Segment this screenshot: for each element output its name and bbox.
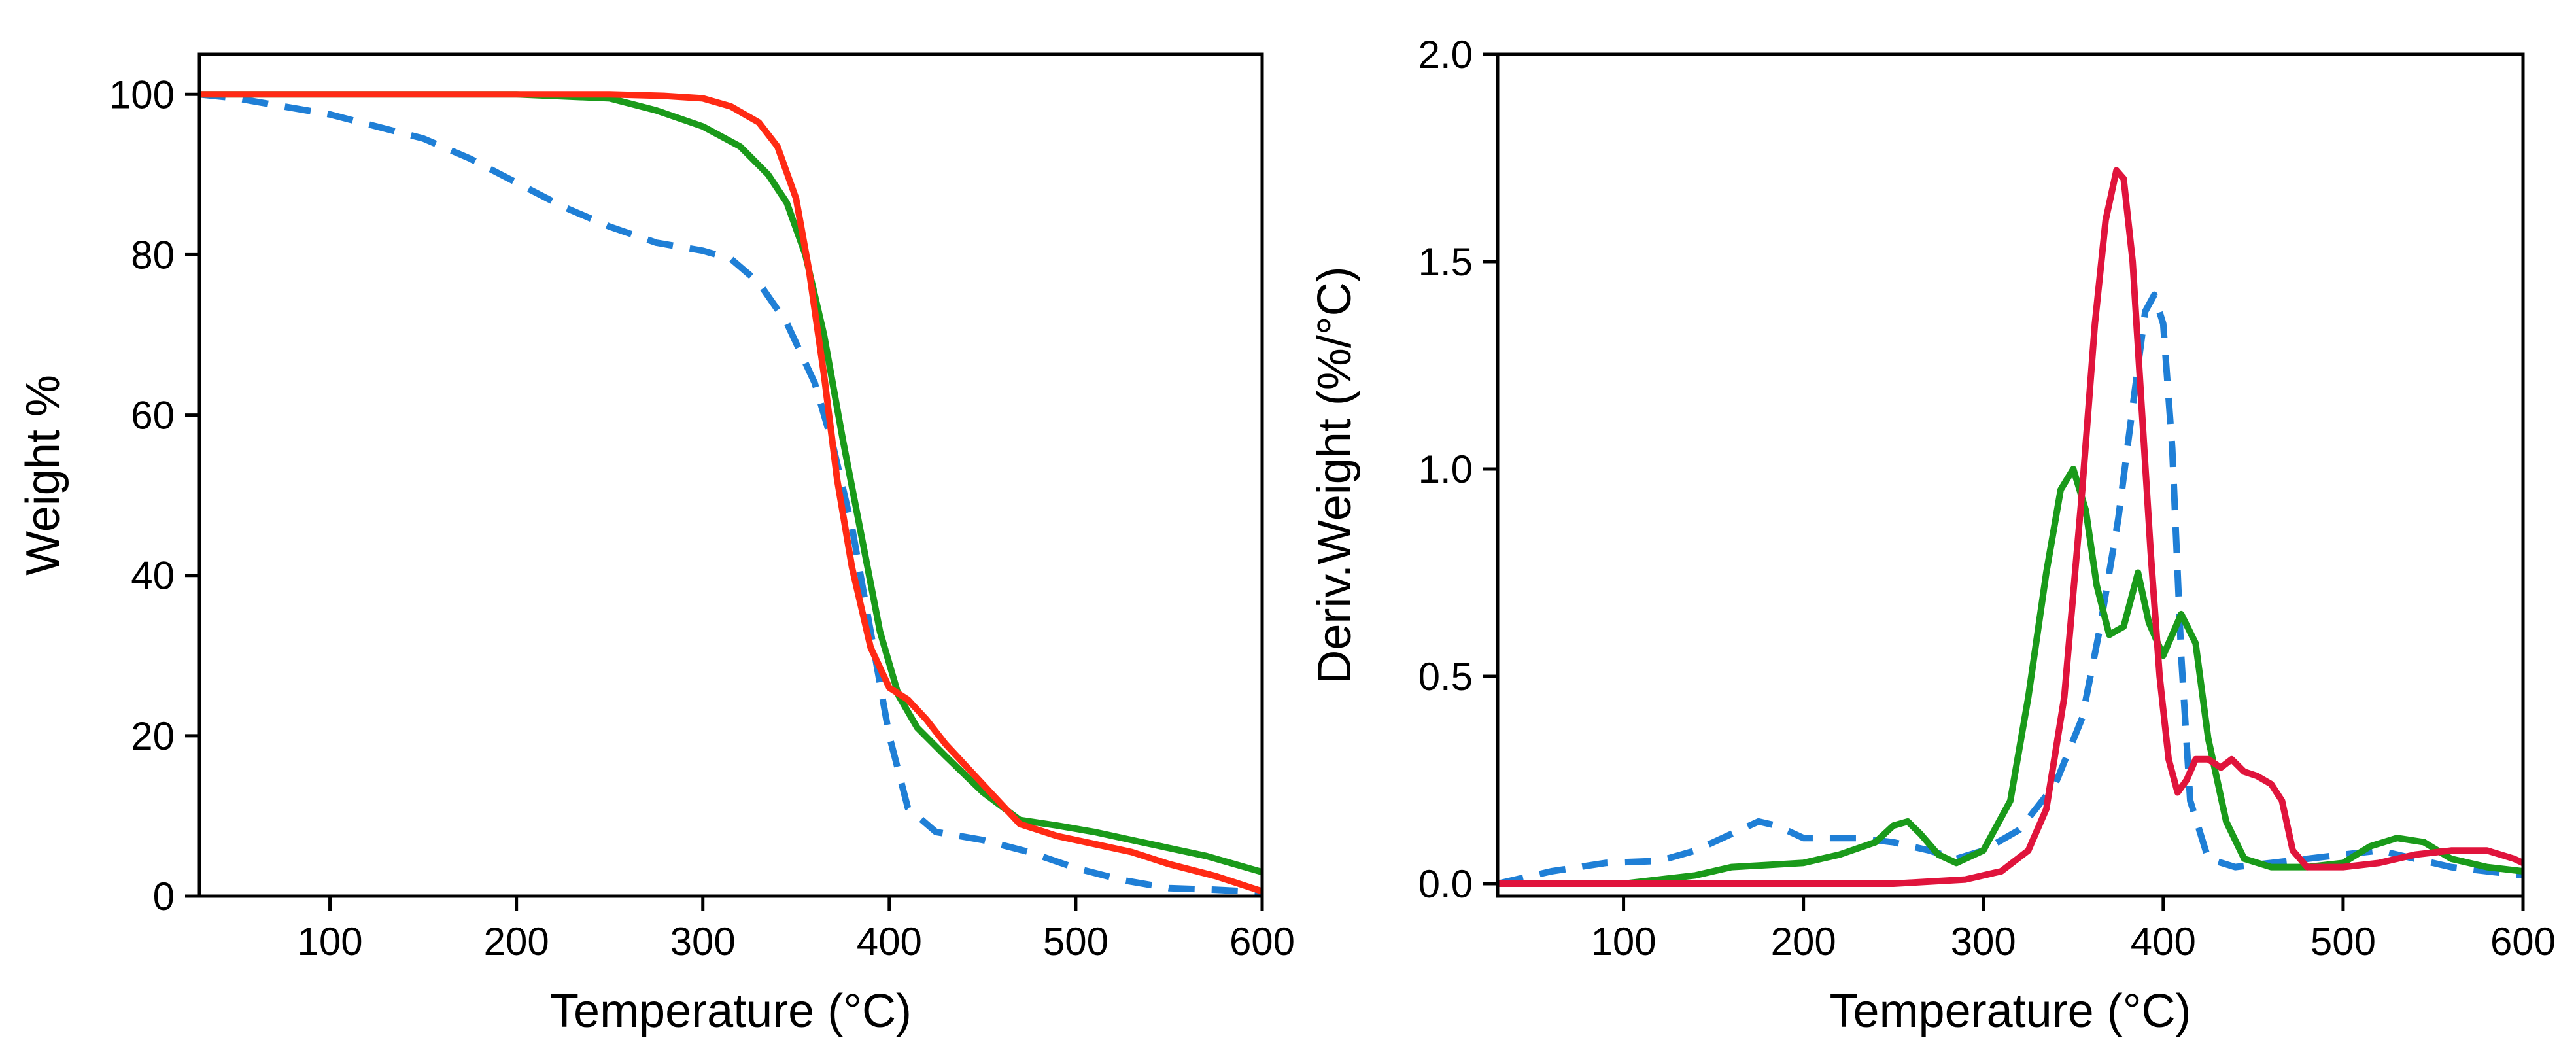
weight-x-tick-label: 600 (1229, 920, 1295, 964)
deriv-y-axis-label: Deriv.Weight (%/°C) (1309, 266, 1361, 684)
weight-y-tick-label: 0 (153, 875, 175, 918)
deriv-series-2-line (1498, 466, 2523, 887)
weight-x-tick-label: 300 (670, 920, 736, 964)
deriv-plot-frame (1496, 52, 2525, 898)
deriv-series-3-line (1498, 167, 2523, 887)
weight-x-tick-label: 200 (484, 920, 549, 964)
weight-series-2-line (199, 91, 1262, 876)
weight-x-tick-label: 400 (857, 920, 922, 964)
deriv-x-tick-label: 100 (1591, 920, 1657, 964)
weight-y-axis-label: Weight % (17, 375, 69, 576)
weight-x-tick-label: 100 (298, 920, 363, 964)
deriv-x-tick-label: 500 (2310, 920, 2376, 964)
deriv-y-tick-label: 1.0 (1418, 447, 1473, 491)
derivative-weight-panel: 100 200 300 400 500 600 0.0 0.5 1.0 1.5 2.0 Tempera… (1309, 33, 2556, 1037)
deriv-x-tick-label: 200 (1771, 920, 1836, 964)
deriv-x-tick-label: 400 (2131, 920, 2196, 964)
deriv-x-tick-label: 600 (2490, 920, 2556, 964)
deriv-y-tick-label: 0.5 (1418, 655, 1473, 699)
deriv-y-tick-label: 1.5 (1418, 240, 1473, 284)
weight-x-tick-label: 500 (1043, 920, 1108, 964)
deriv-x-axis-label: Temperature (°C) (1830, 985, 2191, 1037)
deriv-series-1-line (1498, 291, 2523, 887)
weight-series-1-line (199, 91, 1262, 895)
weight-y-tick-label: 100 (109, 73, 175, 116)
weight-y-tick-label: 40 (131, 554, 175, 598)
deriv-y-tick-label: 2.0 (1418, 33, 1473, 77)
weight-plot-frame (197, 52, 1264, 898)
weight-series-3-line (199, 91, 1262, 895)
series-group (1498, 167, 2523, 887)
weight-y-tick-label: 80 (131, 233, 175, 277)
weight-y-tick-label: 60 (131, 394, 175, 438)
deriv-x-tick-label: 300 (1951, 920, 2016, 964)
weight-percent-panel: 100 200 300 400 500 600 0 20 40 60 80 100 Temperatur… (17, 52, 1295, 1037)
deriv-y-tick-label: 0.0 (1418, 862, 1473, 906)
series-group (199, 91, 1262, 895)
weight-y-tick-label: 20 (131, 714, 175, 758)
weight-x-axis-label: Temperature (°C) (550, 985, 912, 1037)
